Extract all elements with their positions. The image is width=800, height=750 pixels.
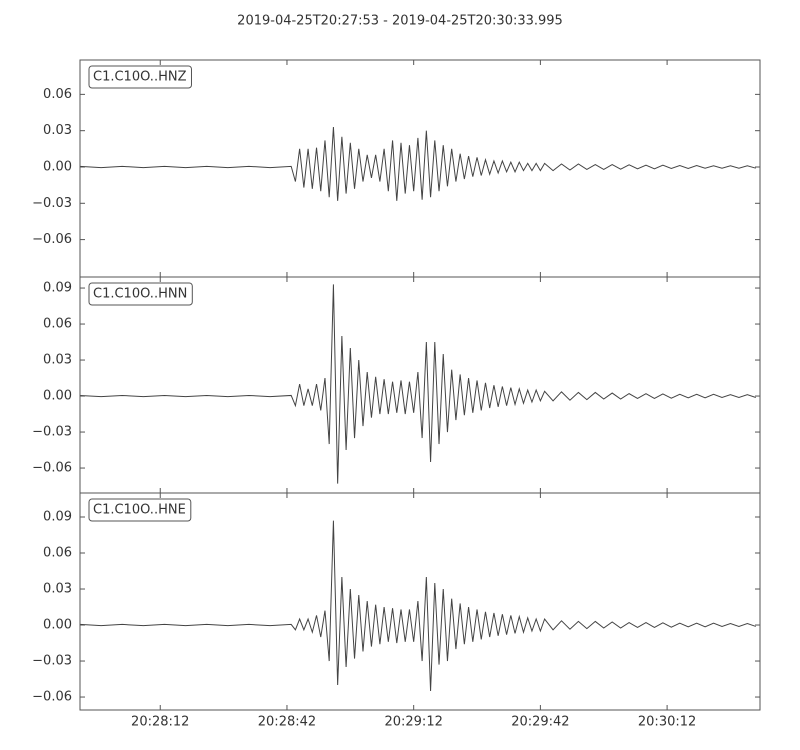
trace: [79, 520, 756, 692]
x-tick-label: 20:30:12: [638, 715, 696, 730]
legend-label: C1.C10O..HNN: [93, 287, 187, 302]
trace: [79, 284, 756, 484]
y-tick-label: 0.00: [43, 159, 72, 174]
y-tick-label: −0.03: [32, 425, 72, 440]
y-tick-label: 0.09: [43, 281, 72, 296]
trace: [79, 127, 756, 201]
y-tick-label: −0.03: [32, 654, 72, 669]
y-tick-label: 0.06: [43, 87, 72, 102]
x-tick-label: 20:28:42: [258, 715, 316, 730]
axes-frame: [79, 492, 761, 711]
y-tick-label: −0.03: [32, 196, 72, 211]
legend-label: C1.C10O..HNE: [93, 503, 186, 518]
axes-frame: [79, 276, 761, 494]
y-tick-label: 0.03: [43, 582, 72, 597]
legend-box: [88, 498, 192, 522]
legend-label: C1.C10O..HNZ: [93, 70, 187, 85]
y-tick-label: 0.00: [43, 389, 72, 404]
legend-box: [88, 65, 192, 89]
x-tick-label: 20:29:42: [511, 715, 569, 730]
y-tick-label: 0.00: [43, 618, 72, 633]
y-tick-label: 0.03: [43, 353, 72, 368]
y-tick-label: 0.03: [43, 123, 72, 138]
legend-box: [88, 282, 193, 306]
chart-title: 2019-04-25T20:27:53 - 2019-04-25T20:30:3…: [237, 14, 563, 29]
y-tick-label: −0.06: [32, 690, 72, 705]
y-tick-label: 0.06: [43, 317, 72, 332]
x-tick-label: 20:29:12: [384, 715, 442, 730]
y-tick-label: 0.09: [43, 510, 72, 525]
y-tick-label: 0.06: [43, 546, 72, 561]
y-tick-label: −0.06: [32, 232, 72, 247]
y-tick-label: −0.06: [32, 461, 72, 476]
x-tick-label: 20:28:12: [131, 715, 189, 730]
